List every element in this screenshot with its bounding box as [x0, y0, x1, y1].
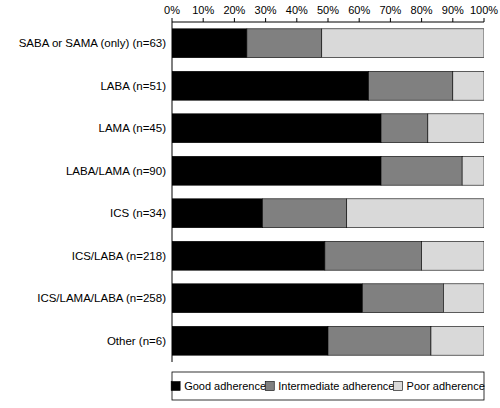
x-tick [265, 18, 266, 22]
legend-label: Good adherence [184, 380, 266, 392]
bar-segment [422, 241, 484, 270]
bar-segment [453, 71, 484, 100]
x-tick [234, 18, 235, 22]
bar-segment [428, 114, 484, 143]
bar-segment [172, 29, 247, 58]
category-label: ICS/LAMA/LABA (n=258) [37, 292, 166, 304]
x-tick-label: 0% [164, 4, 180, 16]
bar-segment [381, 114, 428, 143]
legend-label: Intermediate adherence [278, 380, 394, 392]
bars [172, 29, 484, 355]
x-tick [328, 18, 329, 22]
legend-swatch [265, 382, 274, 391]
x-tick [203, 18, 204, 22]
bar-segment [328, 326, 431, 355]
bar-segment [362, 284, 443, 313]
bar-segment [443, 284, 484, 313]
x-tick-label: 80% [411, 4, 433, 16]
x-tick-label: 40% [286, 4, 308, 16]
category-label: Other (n=6) [107, 335, 166, 347]
bar-segment [369, 71, 453, 100]
category-label: ICS (n=34) [110, 207, 166, 219]
x-tick-label: 20% [223, 4, 245, 16]
legend: Good adherence Intermediate adherence Poor… [171, 380, 485, 392]
category-label: LABA (n=51) [100, 80, 166, 92]
bar-segment [172, 326, 328, 355]
legend-swatch [394, 382, 403, 391]
x-tick-label: 50% [317, 4, 339, 16]
legend-box [172, 372, 484, 400]
category-label: ICS/LABA (n=218) [72, 250, 166, 262]
x-tick-label: 10% [192, 4, 214, 16]
bar-segment [247, 29, 322, 58]
bar-segment [262, 199, 346, 228]
chart: 0% 10% 20% 30% 40% 50% 60% 70% 80% 90% 100% SABA or… [0, 0, 500, 408]
x-tick [452, 18, 453, 22]
category-label: SABA or SAMA (only) (n=63) [19, 37, 166, 49]
x-tick-label: 100% [470, 4, 498, 16]
category-label: LABA/LAMA (n=90) [66, 165, 166, 177]
bar-segment [325, 241, 422, 270]
x-tick [172, 18, 173, 22]
x-tick [359, 18, 360, 22]
bar-segment [462, 156, 484, 185]
bar-segment [172, 114, 381, 143]
bar-segment [347, 199, 484, 228]
bar-segment [172, 241, 325, 270]
x-tick [296, 18, 297, 22]
bar-segment [172, 156, 381, 185]
x-tick-label: 30% [255, 4, 277, 16]
bar-segment [172, 71, 369, 100]
x-tick-label: 90% [442, 4, 464, 16]
x-tick [390, 18, 391, 22]
bar-segment [172, 199, 262, 228]
bar-segment [322, 29, 484, 58]
bar-segment [381, 156, 462, 185]
category-label: LAMA (n=45) [99, 122, 167, 134]
x-tick [421, 18, 422, 22]
bar-segment [431, 326, 484, 355]
legend-label: Poor adherence [407, 380, 485, 392]
x-tick-label: 70% [379, 4, 401, 16]
x-tick [484, 18, 485, 22]
legend-swatch [171, 382, 180, 391]
y-axis-line [172, 22, 173, 362]
bar-segment [172, 284, 362, 313]
x-tick-label: 60% [348, 4, 370, 16]
